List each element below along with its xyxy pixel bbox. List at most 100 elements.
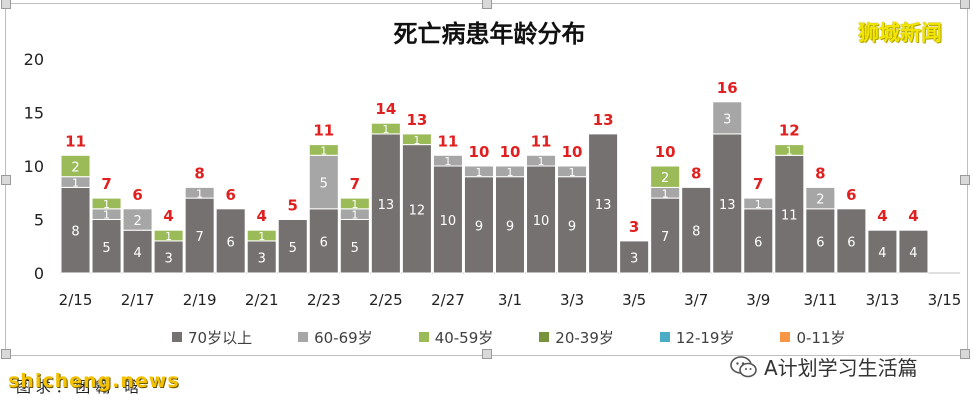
bar-segment: [463, 165, 494, 178]
legend-label: 12-19岁: [675, 328, 735, 347]
brand-watermark: 狮城新闻: [858, 21, 942, 45]
bar-segment-label: 11: [781, 209, 798, 224]
x-tick-label: 2/17: [121, 291, 155, 309]
bar-segment: [308, 154, 339, 210]
bar-segment-label: 1: [475, 166, 482, 179]
bar-segment: [650, 165, 681, 188]
bar-segment-label: 6: [227, 235, 235, 250]
bar-total-label: 4: [908, 207, 918, 225]
bar-segment-label: 12: [409, 203, 426, 218]
bar-segment: [308, 144, 339, 156]
legend-item: 70岁以上: [172, 327, 252, 348]
bar-segment: [463, 176, 494, 274]
bar-segment: [432, 154, 463, 167]
y-tick-label: 15: [24, 104, 44, 123]
legend-item: 12-19岁: [659, 327, 735, 348]
bar-segment-label: 6: [320, 235, 328, 250]
legend-label: 40-59岁: [434, 328, 494, 347]
bar-total-label: 16: [717, 79, 738, 97]
bar-segment-label: 5: [289, 241, 297, 256]
bar-segment-label: 1: [72, 177, 79, 190]
bar-segment: [774, 154, 805, 274]
bar-segment-label: 9: [568, 219, 576, 234]
footer-subtext: 图 求 ： 团 翱 · 晗: [16, 378, 140, 396]
bar-total-label: 6: [846, 186, 856, 204]
bar-segment-label: 1: [165, 230, 172, 243]
bar-total-label: 11: [313, 122, 334, 140]
bar-segment-label: 9: [506, 219, 514, 234]
bar-segment: [184, 186, 215, 199]
legend-swatch: [298, 332, 309, 342]
bar-segment-label: 13: [378, 198, 395, 213]
bar-total-label: 8: [194, 164, 204, 182]
x-tick-label: 2/25: [369, 291, 403, 309]
resize-handle[interactable]: [482, 349, 492, 359]
bar-segment-label: 1: [196, 187, 203, 200]
legend-label: 0-11岁: [796, 328, 846, 347]
bar-total-label: 5: [288, 197, 298, 215]
bar-total-label: 13: [406, 111, 427, 129]
bar-segment: [308, 208, 339, 274]
resize-handle[interactable]: [482, 0, 492, 9]
resize-handle[interactable]: [1, 349, 11, 359]
bar-segment-label: 2: [816, 193, 824, 208]
bar-segment: [277, 219, 308, 274]
bar-total-label: 10: [655, 143, 676, 161]
bar-segment-label: 3: [258, 251, 266, 266]
bar-segment-label: 1: [320, 144, 327, 157]
bar-segment: [401, 144, 432, 274]
bar-total-label: 8: [691, 164, 701, 182]
bar-segment-label: 5: [102, 241, 110, 256]
bar-segment-label: 4: [909, 246, 917, 261]
legend-swatch: [418, 332, 429, 342]
bar-segment: [494, 165, 526, 178]
bar-segment-label: 8: [71, 225, 79, 240]
bar-segment: [774, 144, 805, 156]
bar-segment-label: 1: [755, 198, 762, 211]
resize-handle[interactable]: [960, 349, 970, 359]
y-tick-label: 0: [34, 264, 44, 283]
bar-segment: [153, 240, 184, 274]
bar-segment: [184, 197, 215, 274]
x-tick-label: 2/19: [183, 291, 217, 309]
bar-segment: [215, 208, 246, 274]
bar-segment-label: 10: [533, 214, 550, 229]
bar-total-label: 4: [877, 207, 887, 225]
bar-segment-label: 1: [413, 134, 420, 147]
bar-segment: [588, 133, 619, 274]
bar-segment-label: 9: [475, 219, 483, 234]
legend-swatch: [780, 332, 791, 342]
x-tick-label: 2/15: [59, 291, 93, 309]
bar-segment: [557, 176, 588, 274]
bar-segment: [370, 122, 401, 135]
x-tick-label: 2/27: [431, 291, 465, 309]
resize-handle[interactable]: [1, 0, 11, 9]
bar-segment-label: 1: [507, 166, 514, 179]
bar-segment: [712, 101, 743, 135]
bar-segment-label: 2: [71, 161, 79, 176]
bar-segment: [432, 165, 463, 274]
bar-segment-label: 6: [847, 235, 855, 250]
bar-segment: [681, 186, 712, 274]
x-tick-label: 3/9: [746, 291, 770, 309]
bar-segment: [619, 240, 650, 274]
bar-total-label: 3: [629, 218, 639, 236]
bar-segment-label: 1: [258, 230, 265, 243]
bar-total-label: 10: [562, 143, 583, 161]
legend-item: 0-11岁: [780, 327, 846, 348]
bar-segment-label: 2: [661, 171, 669, 186]
chart-title: 死亡病患年龄分布: [393, 20, 586, 48]
bar-segment: [60, 186, 91, 274]
bar-total-label: 7: [350, 175, 360, 193]
resize-handle[interactable]: [960, 175, 970, 185]
bar-segment-label: 1: [351, 209, 358, 222]
resize-handle[interactable]: [1, 175, 11, 185]
bar-total-label: 4: [163, 207, 173, 225]
bar-segment-label: 6: [754, 235, 762, 250]
bar-total-label: 11: [65, 132, 86, 150]
bar-segment-label: 1: [382, 123, 389, 136]
bar-segment-label: 5: [351, 241, 359, 256]
resize-handle[interactable]: [960, 0, 970, 9]
bar-segment: [526, 154, 557, 167]
